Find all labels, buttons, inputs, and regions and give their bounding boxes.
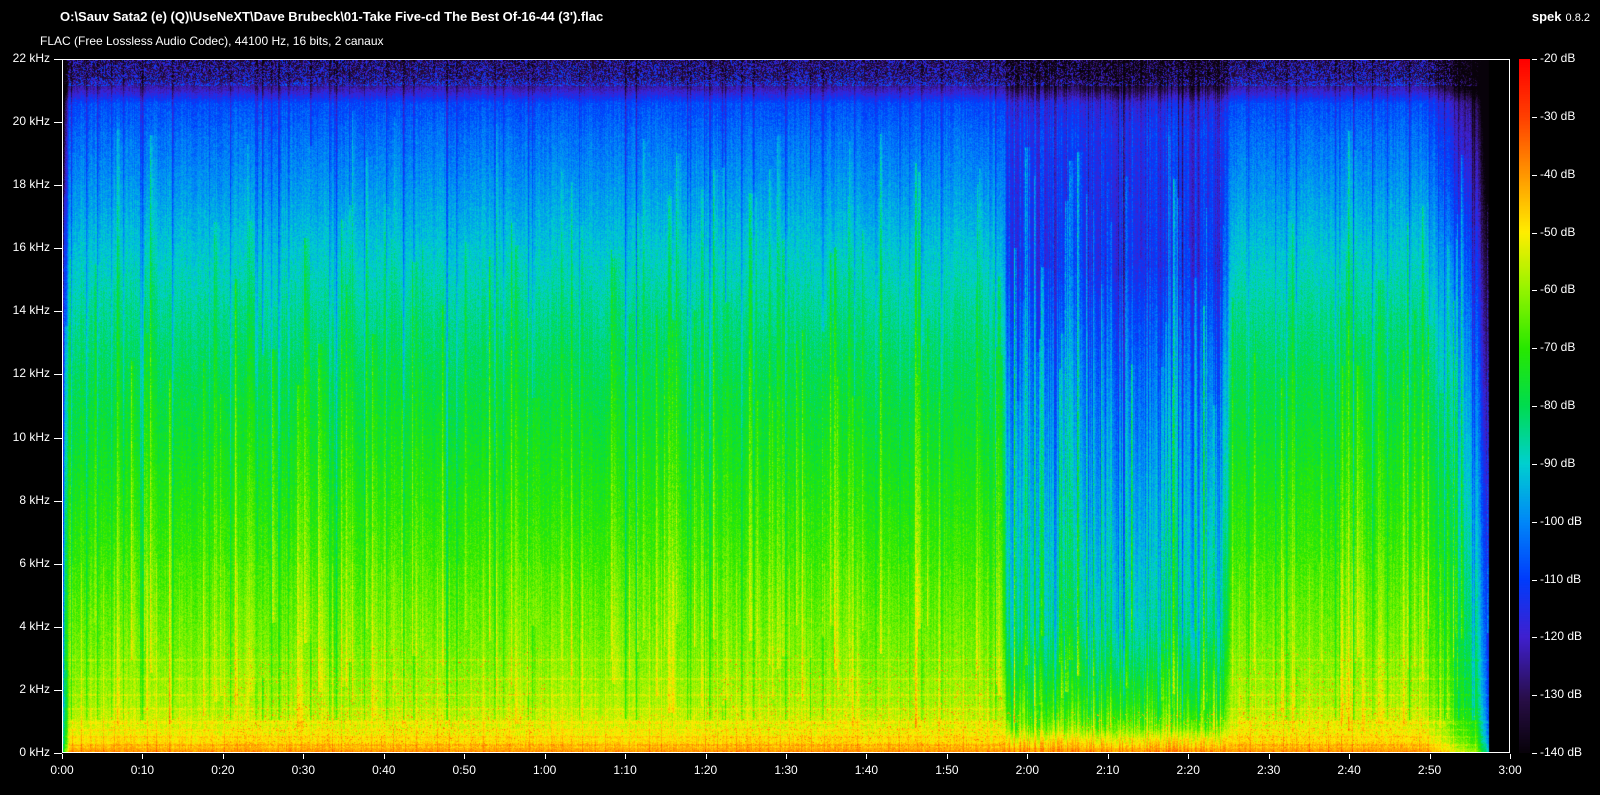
time-tick xyxy=(706,754,707,759)
time-tick-label: 1:40 xyxy=(838,763,894,777)
time-tick xyxy=(866,754,867,759)
db-tick xyxy=(1532,580,1537,581)
freq-tick xyxy=(54,627,62,628)
freq-tick xyxy=(54,59,62,60)
db-tick-label: -100 dB xyxy=(1540,514,1582,528)
freq-tick xyxy=(54,248,62,249)
time-tick xyxy=(384,754,385,759)
time-tick xyxy=(786,754,787,759)
db-tick-label: -60 dB xyxy=(1540,282,1575,296)
freq-tick-label: 2 kHz xyxy=(0,682,50,696)
time-tick-label: 2:40 xyxy=(1321,763,1377,777)
time-tick xyxy=(464,754,465,759)
db-tick xyxy=(1532,695,1537,696)
app-name: spek xyxy=(1532,9,1562,24)
freq-tick xyxy=(54,501,62,502)
file-format-subtitle: FLAC (Free Lossless Audio Codec), 44100 … xyxy=(40,34,384,48)
db-tick-label: -120 dB xyxy=(1540,629,1582,643)
freq-tick-label: 4 kHz xyxy=(0,619,50,633)
time-tick xyxy=(142,754,143,759)
time-tick xyxy=(1027,754,1028,759)
time-tick-label: 2:10 xyxy=(1080,763,1136,777)
freq-tick xyxy=(54,690,62,691)
freq-tick xyxy=(54,374,62,375)
db-tick xyxy=(1532,464,1537,465)
db-tick-label: -20 dB xyxy=(1540,51,1575,65)
freq-tick xyxy=(54,122,62,123)
freq-tick-label: 0 kHz xyxy=(0,745,50,759)
db-tick xyxy=(1532,522,1537,523)
time-tick xyxy=(1108,754,1109,759)
db-tick-label: -30 dB xyxy=(1540,109,1575,123)
app-version: 0.8.2 xyxy=(1566,12,1590,24)
db-tick xyxy=(1532,637,1537,638)
time-tick xyxy=(1430,754,1431,759)
db-tick xyxy=(1532,290,1537,291)
db-tick-label: -40 dB xyxy=(1540,167,1575,181)
file-path-title: O:\Sauv Sata2 (e) (Q)\UseNeXT\Dave Brube… xyxy=(60,9,603,24)
time-tick xyxy=(625,754,626,759)
freq-tick xyxy=(54,311,62,312)
time-tick xyxy=(1349,754,1350,759)
time-tick-label: 1:10 xyxy=(597,763,653,777)
freq-tick xyxy=(54,438,62,439)
time-tick-label: 2:00 xyxy=(999,763,1055,777)
freq-tick-label: 10 kHz xyxy=(0,430,50,444)
db-tick xyxy=(1532,117,1537,118)
time-tick-label: 2:50 xyxy=(1402,763,1458,777)
freq-tick-label: 6 kHz xyxy=(0,556,50,570)
time-tick-label: 1:00 xyxy=(517,763,573,777)
db-tick xyxy=(1532,59,1537,60)
db-tick-label: -80 dB xyxy=(1540,398,1575,412)
time-tick xyxy=(223,754,224,759)
time-tick-label: 1:20 xyxy=(678,763,734,777)
db-tick xyxy=(1532,175,1537,176)
db-tick xyxy=(1532,753,1537,754)
time-tick-label: 0:20 xyxy=(195,763,251,777)
db-colorbar xyxy=(1519,59,1530,753)
freq-tick xyxy=(54,564,62,565)
db-tick-label: -70 dB xyxy=(1540,340,1575,354)
spectrogram-canvas xyxy=(63,60,1509,752)
time-tick-label: 0:10 xyxy=(114,763,170,777)
db-tick-label: -110 dB xyxy=(1540,572,1581,586)
freq-tick-label: 18 kHz xyxy=(0,177,50,191)
time-tick xyxy=(303,754,304,759)
time-tick-label: 3:00 xyxy=(1482,763,1538,777)
db-tick xyxy=(1532,406,1537,407)
time-tick-label: 2:20 xyxy=(1160,763,1216,777)
freq-tick-label: 8 kHz xyxy=(0,493,50,507)
freq-tick-label: 14 kHz xyxy=(0,303,50,317)
freq-tick xyxy=(54,185,62,186)
time-tick xyxy=(1269,754,1270,759)
freq-tick-label: 16 kHz xyxy=(0,240,50,254)
time-tick-label: 0:40 xyxy=(356,763,412,777)
time-tick-label: 1:50 xyxy=(919,763,975,777)
db-tick-label: -140 dB xyxy=(1540,745,1582,759)
time-tick xyxy=(1188,754,1189,759)
app-badge: spek 0.8.2 xyxy=(1532,9,1590,24)
time-tick-label: 0:30 xyxy=(275,763,331,777)
db-tick-label: -50 dB xyxy=(1540,225,1575,239)
freq-tick-label: 20 kHz xyxy=(0,114,50,128)
freq-tick-label: 12 kHz xyxy=(0,366,50,380)
time-tick xyxy=(947,754,948,759)
spek-window: O:\Sauv Sata2 (e) (Q)\UseNeXT\Dave Brube… xyxy=(0,0,1600,795)
freq-tick xyxy=(54,753,62,754)
db-tick-label: -90 dB xyxy=(1540,456,1575,470)
db-tick xyxy=(1532,233,1537,234)
time-tick-label: 2:30 xyxy=(1241,763,1297,777)
time-tick xyxy=(1510,754,1511,759)
db-tick xyxy=(1532,348,1537,349)
time-tick-label: 0:00 xyxy=(34,763,90,777)
db-tick-label: -130 dB xyxy=(1540,687,1582,701)
time-tick-label: 0:50 xyxy=(436,763,492,777)
time-tick xyxy=(545,754,546,759)
time-tick xyxy=(62,754,63,759)
freq-tick-label: 22 kHz xyxy=(0,51,50,65)
time-tick-label: 1:30 xyxy=(758,763,814,777)
